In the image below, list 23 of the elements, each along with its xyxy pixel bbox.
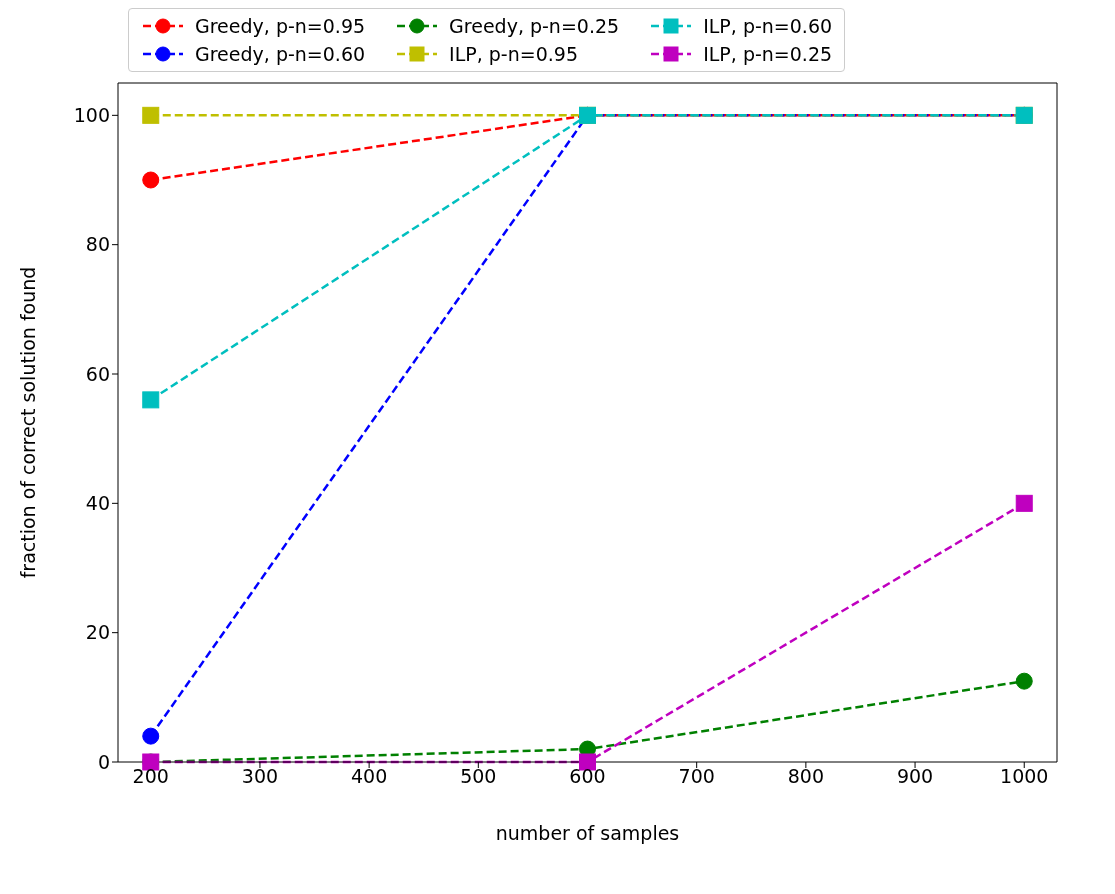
x-tick-label: 400 xyxy=(351,765,388,788)
y-tick-label: 0 xyxy=(97,750,110,773)
y-axis-title: fraction of correct solution found xyxy=(16,266,39,579)
x-tick-label: 1000 xyxy=(1000,765,1049,788)
y-tick-label: 20 xyxy=(85,621,110,644)
y-tick-label: 60 xyxy=(85,362,110,385)
legend-label: Greedy, p-n=0.60 xyxy=(195,43,366,65)
legend-label: ILP, p-n=0.25 xyxy=(703,43,833,65)
legend-label: ILP, p-n=0.60 xyxy=(703,15,833,37)
legend-label: Greedy, p-n=0.95 xyxy=(195,15,366,37)
legend-label: ILP, p-n=0.95 xyxy=(449,43,578,65)
x-tick-label: 500 xyxy=(460,765,497,788)
x-tick-label: 200 xyxy=(132,765,169,788)
y-tick-label: 100 xyxy=(73,104,110,127)
legend-label: Greedy, p-n=0.25 xyxy=(449,15,620,37)
x-axis-title: number of samples xyxy=(495,822,680,844)
x-tick-label: 600 xyxy=(569,765,606,788)
x-tick-label: 900 xyxy=(896,765,934,788)
y-tick-label: 40 xyxy=(85,492,110,515)
y-tick-label: 80 xyxy=(85,233,110,256)
x-tick-label: 800 xyxy=(787,765,824,788)
x-tick-label: 300 xyxy=(241,765,279,788)
x-tick-label: 700 xyxy=(678,765,715,788)
